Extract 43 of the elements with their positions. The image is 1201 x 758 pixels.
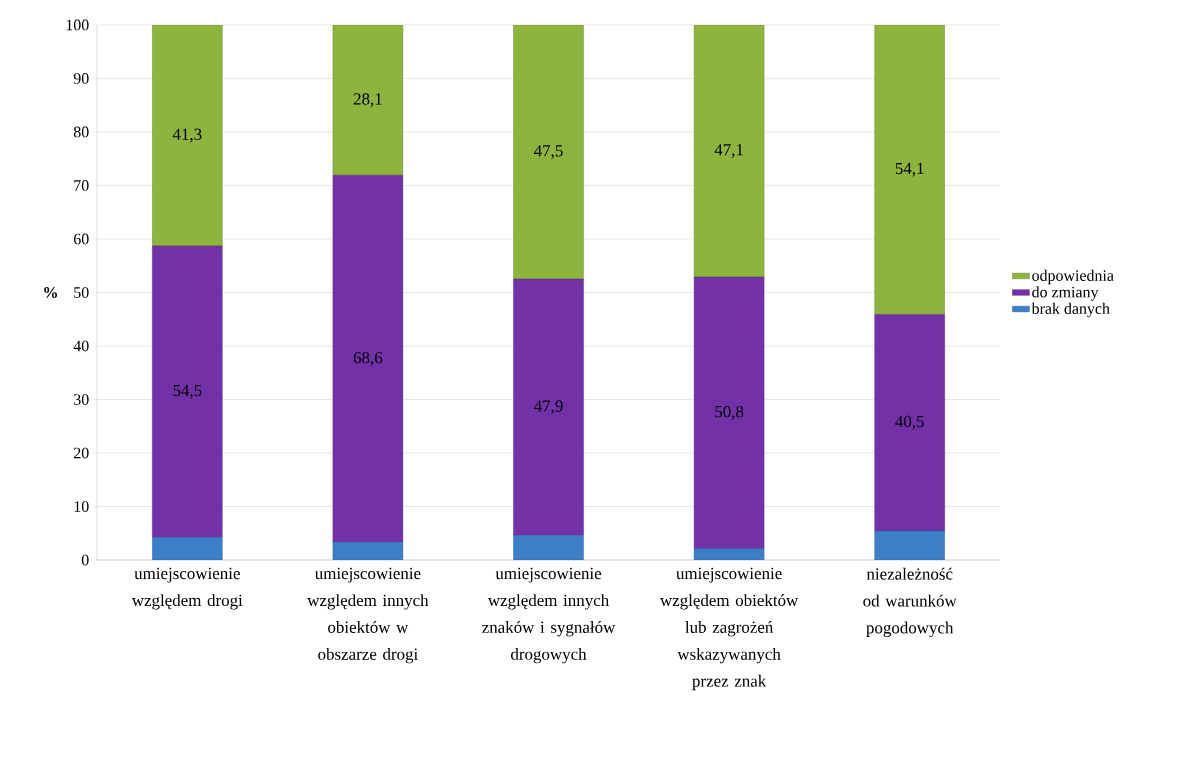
bar [513,24,584,280]
data-label: 40,5 [895,415,924,430]
legend-label: odpowiednia [1032,269,1114,285]
y-axis-title: % [44,287,57,298]
bar [152,24,223,247]
bar [874,530,945,560]
bar [152,537,223,560]
bar [693,24,765,278]
bar [693,276,765,549]
data-label: 47,1 [714,144,743,158]
data-label: 50,8 [715,405,744,420]
y-tick-label: 50 [74,287,89,298]
y-tick-label: 10 [74,501,89,512]
data-label: 28,1 [353,93,382,108]
y-tick-label: 100 [66,19,89,31]
y-tick-label: 90 [73,73,89,84]
bar [874,24,945,315]
bar [152,245,223,538]
data-label: 54,1 [895,162,924,177]
data-label: 54,5 [173,384,202,399]
bar [874,314,945,532]
y-tick-label: 60 [73,233,89,245]
x-tick-label: umiejscowienie względem innych znaków i sygnałów drogowych [482,567,616,664]
bar [332,175,404,543]
x-tick-label: umiejscowienie względem drogi [131,567,243,610]
y-tick-label: 80 [73,126,89,138]
x-tick-label: niezależność od warunków pogodowych [863,567,957,637]
bar [513,278,584,536]
data-label: 47,5 [534,145,563,159]
data-label: 68,6 [353,351,383,366]
y-tick-label: 40 [73,340,89,352]
data-label: 41,3 [172,128,202,143]
bar [513,535,584,560]
legend-label: do zmiany [1032,286,1099,301]
legend-label: brak danych [1031,302,1110,318]
y-tick-label: 0 [81,554,89,566]
bar [332,24,404,176]
y-tick-label: 70 [74,180,89,191]
x-tick-label: umiejscowienie względem innych obiektów w obszarze drogi [307,567,429,664]
y-tick-label: 30 [74,394,89,405]
x-tick-label: umiejscowienie względem obiektów lub zagrożeń wskazywanych przez znak [659,567,799,691]
data-label: 47,9 [534,400,563,415]
y-tick-label: 20 [73,447,89,459]
